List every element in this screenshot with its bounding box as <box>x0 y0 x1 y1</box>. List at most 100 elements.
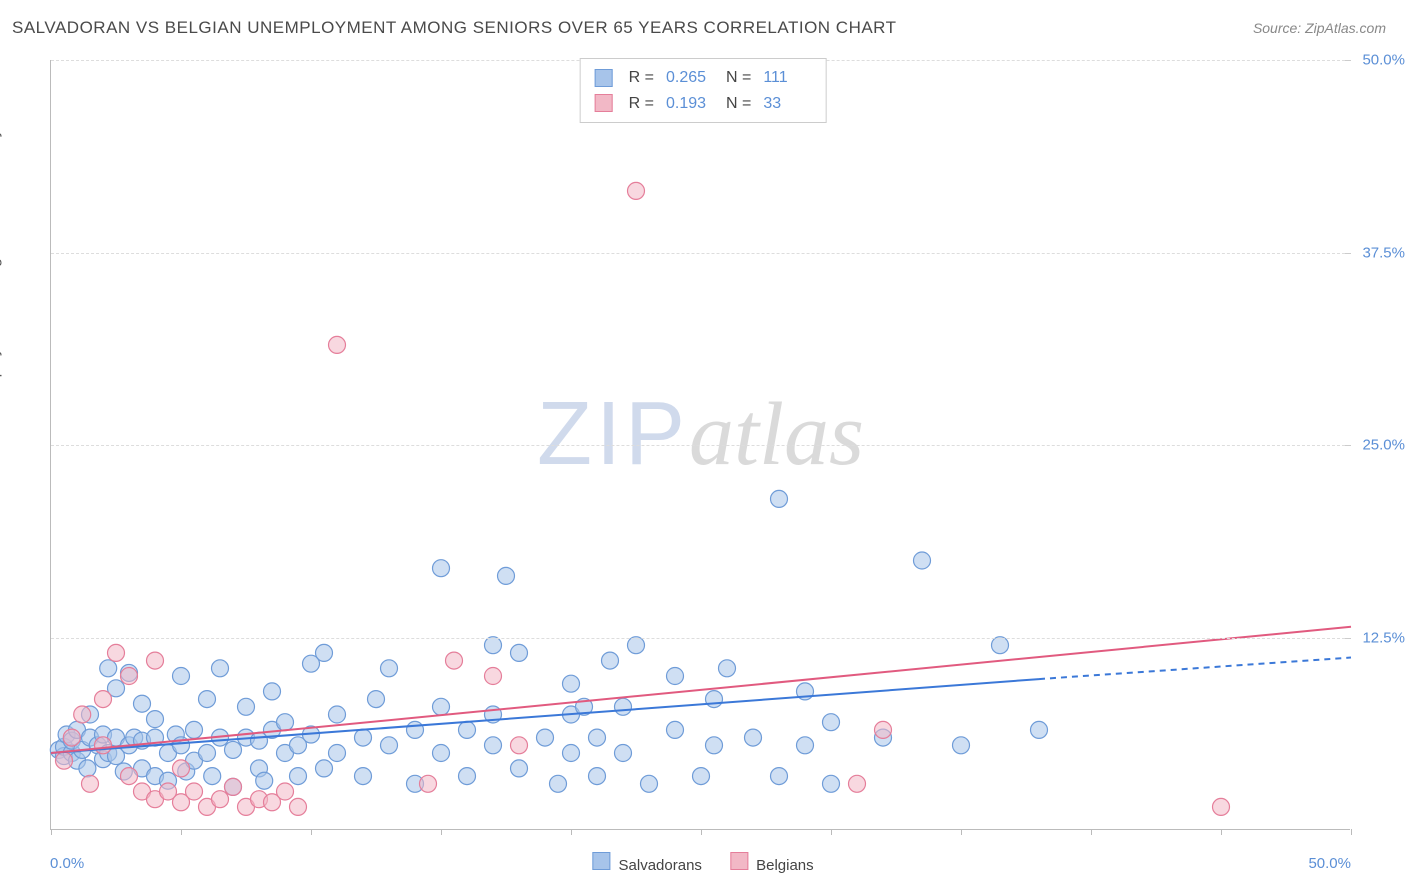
scatter-point <box>771 490 788 507</box>
scatter-point <box>108 644 125 661</box>
legend-swatch <box>595 94 613 112</box>
scatter-point <box>186 783 203 800</box>
trend-line-extrapolated <box>1039 658 1351 680</box>
scatter-point <box>204 768 221 785</box>
legend-n-value: 33 <box>763 91 811 117</box>
scatter-point <box>95 691 112 708</box>
scatter-point <box>511 760 528 777</box>
scatter-point <box>63 729 80 746</box>
scatter-point <box>550 775 567 792</box>
x-axis-max-label: 50.0% <box>1308 855 1351 872</box>
gridline <box>51 638 1350 639</box>
scatter-point <box>79 760 96 777</box>
scatter-point <box>147 652 164 669</box>
scatter-point <box>511 737 528 754</box>
x-axis-min-label: 0.0% <box>50 855 84 872</box>
scatter-point <box>56 752 73 769</box>
scatter-point <box>823 775 840 792</box>
x-tickmark <box>51 829 52 835</box>
scatter-point <box>238 698 255 715</box>
scatter-point <box>329 706 346 723</box>
x-tickmark <box>441 829 442 835</box>
scatter-point <box>74 706 91 723</box>
scatter-point <box>82 775 99 792</box>
scatter-point <box>875 721 892 738</box>
scatter-point <box>459 768 476 785</box>
scatter-point <box>290 768 307 785</box>
legend-swatch <box>595 69 613 87</box>
scatter-point <box>433 560 450 577</box>
scatter-point <box>563 745 580 762</box>
scatter-point <box>329 745 346 762</box>
x-tickmark <box>1091 829 1092 835</box>
scatter-point <box>628 182 645 199</box>
x-tickmark <box>961 829 962 835</box>
scatter-point <box>849 775 866 792</box>
scatter-point <box>121 668 138 685</box>
scatter-point <box>277 783 294 800</box>
gridline <box>51 445 1350 446</box>
scatter-point <box>602 652 619 669</box>
legend-series-label: Belgians <box>756 857 814 874</box>
scatter-point <box>667 668 684 685</box>
y-tick-label: 37.5% <box>1362 244 1405 261</box>
legend-n-value: 111 <box>763 65 811 91</box>
scatter-point <box>433 698 450 715</box>
legend-n-label: N = <box>726 91 751 117</box>
scatter-point <box>407 721 424 738</box>
scatter-point <box>433 745 450 762</box>
scatter-point <box>329 336 346 353</box>
legend-r-label: R = <box>629 65 654 91</box>
x-tickmark <box>1221 829 1222 835</box>
scatter-point <box>511 644 528 661</box>
scatter-point <box>706 737 723 754</box>
chart-title: SALVADORAN VS BELGIAN UNEMPLOYMENT AMONG… <box>12 18 897 38</box>
scatter-point <box>212 660 229 677</box>
correlation-legend: R =0.265N =111R =0.193N =33 <box>580 58 827 123</box>
scatter-point <box>1213 798 1230 815</box>
x-tickmark <box>701 829 702 835</box>
scatter-point <box>745 729 762 746</box>
scatter-point <box>173 668 190 685</box>
legend-swatch <box>730 852 748 870</box>
scatter-point <box>355 729 372 746</box>
legend-row: R =0.265N =111 <box>595 65 812 91</box>
legend-row: R =0.193N =33 <box>595 91 812 117</box>
scatter-point <box>290 798 307 815</box>
scatter-point <box>589 768 606 785</box>
scatter-point <box>186 721 203 738</box>
scatter-point <box>589 729 606 746</box>
scatter-point <box>693 768 710 785</box>
scatter-point <box>381 660 398 677</box>
x-tickmark <box>1351 829 1352 835</box>
x-tickmark <box>311 829 312 835</box>
trend-line <box>51 627 1351 753</box>
y-tick-label: 50.0% <box>1362 52 1405 69</box>
scatter-point <box>212 791 229 808</box>
scatter-point <box>199 745 216 762</box>
y-tick-label: 25.0% <box>1362 437 1405 454</box>
y-tick-label: 12.5% <box>1362 629 1405 646</box>
scatter-point <box>264 683 281 700</box>
gridline <box>51 253 1350 254</box>
legend-n-label: N = <box>726 65 751 91</box>
scatter-point <box>797 737 814 754</box>
x-tickmark <box>181 829 182 835</box>
legend-r-value: 0.193 <box>666 91 714 117</box>
scatter-point <box>121 768 138 785</box>
scatter-point <box>173 760 190 777</box>
scatter-point <box>199 691 216 708</box>
scatter-point <box>100 660 117 677</box>
scatter-point <box>615 698 632 715</box>
legend-swatch <box>592 852 610 870</box>
scatter-point <box>459 721 476 738</box>
x-tickmark <box>831 829 832 835</box>
scatter-point <box>147 711 164 728</box>
scatter-point <box>953 737 970 754</box>
scatter-point <box>485 668 502 685</box>
scatter-point <box>316 760 333 777</box>
scatter-point <box>537 729 554 746</box>
scatter-point <box>485 737 502 754</box>
legend-series-label: Salvadorans <box>619 857 702 874</box>
scatter-point <box>1031 721 1048 738</box>
